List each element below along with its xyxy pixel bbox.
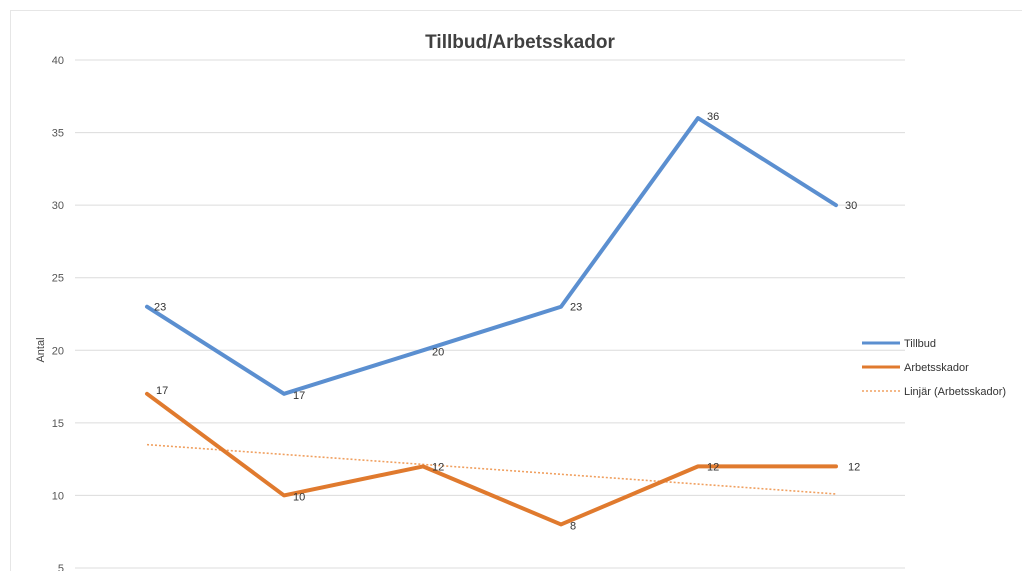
y-tick-label-35: 35 — [52, 128, 64, 140]
chart-title: Tillbud/Arbetsskador — [425, 32, 615, 53]
data-label-tillbud-1: 23 — [154, 302, 166, 314]
data-labels: 23 17 20 23 36 30 17 10 12 8 12 12 — [154, 111, 860, 532]
legend-item-arbetsskador: Arbetsskador — [862, 362, 969, 374]
data-label-arbetsskador-6: 12 — [848, 461, 860, 473]
legend-item-trendline: Linjär (Arbetsskador) — [862, 386, 1006, 398]
legend-label-trendline: Linjär (Arbetsskador) — [904, 386, 1006, 398]
y-tick-label-15: 15 — [52, 418, 64, 430]
data-label-tillbud-6: 30 — [845, 200, 857, 212]
y-tick-label-10: 10 — [52, 490, 64, 502]
data-label-arbetsskador-1: 17 — [156, 385, 168, 397]
data-label-arbetsskador-5: 12 — [707, 461, 719, 473]
y-tick-label-30: 30 — [52, 200, 64, 212]
series-line-arbetsskador — [145, 391, 838, 527]
data-label-arbetsskador-4: 8 — [570, 520, 576, 532]
legend-label-arbetsskador: Arbetsskador — [904, 362, 969, 374]
data-label-tillbud-4: 23 — [570, 302, 582, 314]
y-axis-ticks: 5 10 15 20 25 30 35 40 — [52, 55, 64, 571]
series-line-tillbud — [145, 116, 838, 396]
y-tick-label-40: 40 — [52, 55, 64, 67]
data-label-arbetsskador-3: 12 — [432, 461, 444, 473]
y-axis-title: Antal — [35, 337, 47, 362]
data-label-tillbud-5: 36 — [707, 111, 719, 123]
data-label-arbetsskador-2: 10 — [293, 491, 305, 503]
series-layer — [145, 116, 838, 527]
data-label-tillbud-2: 17 — [293, 390, 305, 402]
legend-label-tillbud: Tillbud — [904, 338, 936, 350]
legend: Tillbud Arbetsskador Linjär (Arbetsskado… — [862, 338, 1006, 398]
y-tick-label-20: 20 — [52, 345, 64, 357]
y-tick-label-25: 25 — [52, 273, 64, 285]
trendline-arbetsskador — [146, 443, 837, 495]
y-tick-label-5: 5 — [58, 563, 64, 571]
data-label-tillbud-3: 20 — [432, 346, 444, 358]
legend-item-tillbud: Tillbud — [862, 338, 936, 350]
gridlines — [75, 59, 905, 569]
chart-frame — [10, 10, 1022, 571]
